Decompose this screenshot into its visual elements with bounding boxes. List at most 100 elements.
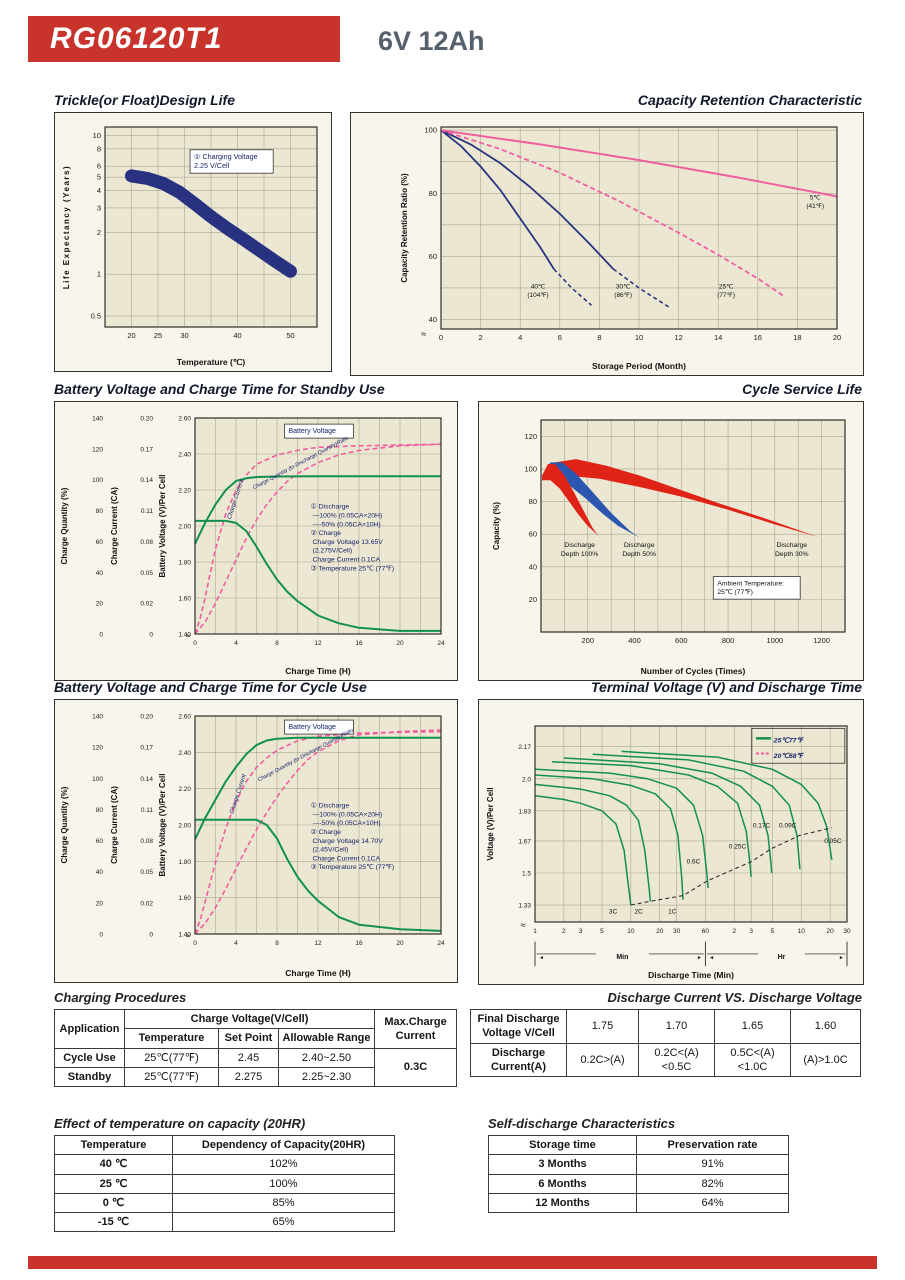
section-design-life: Trickle(or Float)Design Life 20 25 30 40 50 T… <box>54 92 332 372</box>
svg-text:20: 20 <box>833 333 841 342</box>
header-cell: Storage time <box>488 1134 637 1156</box>
svg-text:20: 20 <box>529 595 537 604</box>
svg-text:0: 0 <box>99 632 103 639</box>
svg-text:5: 5 <box>771 928 775 935</box>
svg-text:5: 5 <box>97 173 101 182</box>
temperature-cell: -15 ℃ <box>54 1212 173 1233</box>
svg-text:16: 16 <box>754 333 762 342</box>
header-cell: Preservation rate <box>636 1134 789 1156</box>
section-cycle-life: Cycle Service Life 200 400 600 800 1000 1200 N… <box>478 381 864 681</box>
capacity-cell: 65% <box>172 1212 395 1233</box>
svg-text:2: 2 <box>732 928 736 935</box>
svg-text:6: 6 <box>558 333 562 342</box>
cycle-charge-chart: 0 4 8 12 16 20 24 Charge Time (H) 0 20 40 60 80 100 12… <box>54 699 458 983</box>
svg-text:2.60: 2.60 <box>178 714 191 721</box>
svg-text:40: 40 <box>233 331 241 340</box>
temperature-cell: 40 ℃ <box>54 1154 173 1175</box>
svg-text:0.08: 0.08 <box>140 838 153 845</box>
allowable-range-cell: 2.25~2.30 <box>277 1066 376 1088</box>
svg-text:40: 40 <box>96 570 104 577</box>
svg-text:140: 140 <box>92 416 103 423</box>
cycle-service-life-chart: 200 400 600 800 1000 1200 Number of Cycles (Ti… <box>478 401 864 681</box>
svg-text:8: 8 <box>275 940 279 947</box>
current-cell: 0.2C<(A)<0.5C <box>638 1042 715 1078</box>
svg-text:100: 100 <box>92 776 103 783</box>
svg-text:≈: ≈ <box>186 631 191 640</box>
svg-text:60: 60 <box>96 539 104 546</box>
capacity-cell: 102% <box>172 1154 395 1175</box>
svg-text:2.20: 2.20 <box>178 786 191 793</box>
svg-text:≈: ≈ <box>521 920 526 930</box>
header-cell: Temperature <box>54 1134 173 1156</box>
svg-text:0.14: 0.14 <box>140 477 153 484</box>
current-cell: 0.5C<(A)<1.0C <box>714 1042 791 1078</box>
subheader-cell: Allowable Range <box>277 1028 376 1049</box>
section-title-cycle-charge: Battery Voltage and Charge Time for Cycl… <box>54 679 367 695</box>
capacity-cell: 100% <box>172 1173 395 1194</box>
svg-text:1C: 1C <box>668 909 677 916</box>
svg-text:0.6C: 0.6C <box>687 859 701 866</box>
svg-text:4: 4 <box>234 640 238 647</box>
svg-text:0.25C: 0.25C <box>729 844 747 851</box>
temperature-cell: 25℃(77℉) <box>124 1047 219 1068</box>
svg-text:2.0: 2.0 <box>522 776 531 783</box>
svg-text:Life Expectancy (Years): Life Expectancy (Years) <box>62 165 71 289</box>
svg-text:1.5: 1.5 <box>522 871 531 878</box>
svg-text:40: 40 <box>429 315 437 324</box>
section-title-terminal-voltage: Terminal Voltage (V) and Discharge Time <box>591 679 862 695</box>
svg-text:0.5: 0.5 <box>91 312 101 321</box>
section-discharge-voltage: Discharge Current VS. Discharge Voltage … <box>470 990 862 1078</box>
svg-text:Min: Min <box>616 954 628 961</box>
svg-text:20: 20 <box>396 640 404 647</box>
set-point-cell: 2.45 <box>218 1047 279 1068</box>
svg-text:600: 600 <box>675 636 688 645</box>
svg-text:0: 0 <box>439 333 443 342</box>
svg-text:16: 16 <box>355 940 363 947</box>
cycle_life-svg: 200 400 600 800 1000 1200 Number of Cycles (Ti… <box>492 419 846 676</box>
svg-text:24: 24 <box>437 940 445 947</box>
subheader-cell: Set Point <box>218 1028 279 1049</box>
svg-text:50: 50 <box>286 331 294 340</box>
section-charging-procedures: Charging Procedures Application Charge Vo… <box>54 990 458 1088</box>
svg-text:40: 40 <box>529 562 537 571</box>
svg-text:80: 80 <box>429 189 437 198</box>
svg-text:0: 0 <box>149 932 153 939</box>
storage-time-cell: 12 Months <box>488 1192 637 1214</box>
svg-text:Charge Quantity (%): Charge Quantity (%) <box>60 487 69 564</box>
svg-text:① Discharge —100% (0.05CA×20H): ① Discharge —100% (0.05CA×20H) ----50% (… <box>311 503 395 573</box>
svg-text:100: 100 <box>524 464 537 473</box>
svg-text:Charge Quantity (%): Charge Quantity (%) <box>60 786 69 863</box>
svg-text:8: 8 <box>275 640 279 647</box>
svg-text:0.17: 0.17 <box>140 446 153 453</box>
svg-text:Battery Voltage: Battery Voltage <box>288 428 336 435</box>
svg-text:25℃77℉: 25℃77℉ <box>773 737 805 745</box>
svg-text:0: 0 <box>193 640 197 647</box>
svg-text:Temperature (℃): Temperature (℃) <box>177 357 246 367</box>
max-current-cell: 0.3C <box>374 1047 458 1088</box>
temperature-cell: 25℃(77℉) <box>124 1066 219 1088</box>
section-title-cycle-life: Cycle Service Life <box>742 381 862 397</box>
svg-text:14: 14 <box>714 333 722 342</box>
svg-text:2.17: 2.17 <box>518 744 531 751</box>
svg-text:800: 800 <box>722 636 735 645</box>
svg-text:3C: 3C <box>609 909 618 916</box>
terminal-voltage-chart: 1 2 3 5 10 20 30 60 2 3 5 10 20 30 Discharge Time (Min… <box>478 699 864 985</box>
capacity-cell: 85% <box>172 1192 395 1214</box>
storage-time-cell: 6 Months <box>488 1173 637 1194</box>
svg-text:5℃(41℉): 5℃ (41℉) <box>806 195 824 211</box>
svg-text:25: 25 <box>154 331 162 340</box>
svg-text:3: 3 <box>749 928 753 935</box>
svg-text:1.60: 1.60 <box>178 596 191 603</box>
col-charge-voltage: Charge Voltage(V/Cell) <box>123 1008 376 1030</box>
svg-text:① Discharge —100% (0.05CA×20H): ① Discharge —100% (0.05CA×20H) ----50% (… <box>311 802 395 872</box>
svg-text:Battery Voltage: Battery Voltage <box>288 724 336 731</box>
voltage-cell: 1.65 <box>714 1009 791 1044</box>
svg-text:1: 1 <box>97 270 101 279</box>
svg-text:8: 8 <box>97 144 101 153</box>
application-cell: Cycle Use <box>54 1047 125 1068</box>
svg-text:120: 120 <box>92 745 103 752</box>
svg-text:≈: ≈ <box>186 931 191 940</box>
